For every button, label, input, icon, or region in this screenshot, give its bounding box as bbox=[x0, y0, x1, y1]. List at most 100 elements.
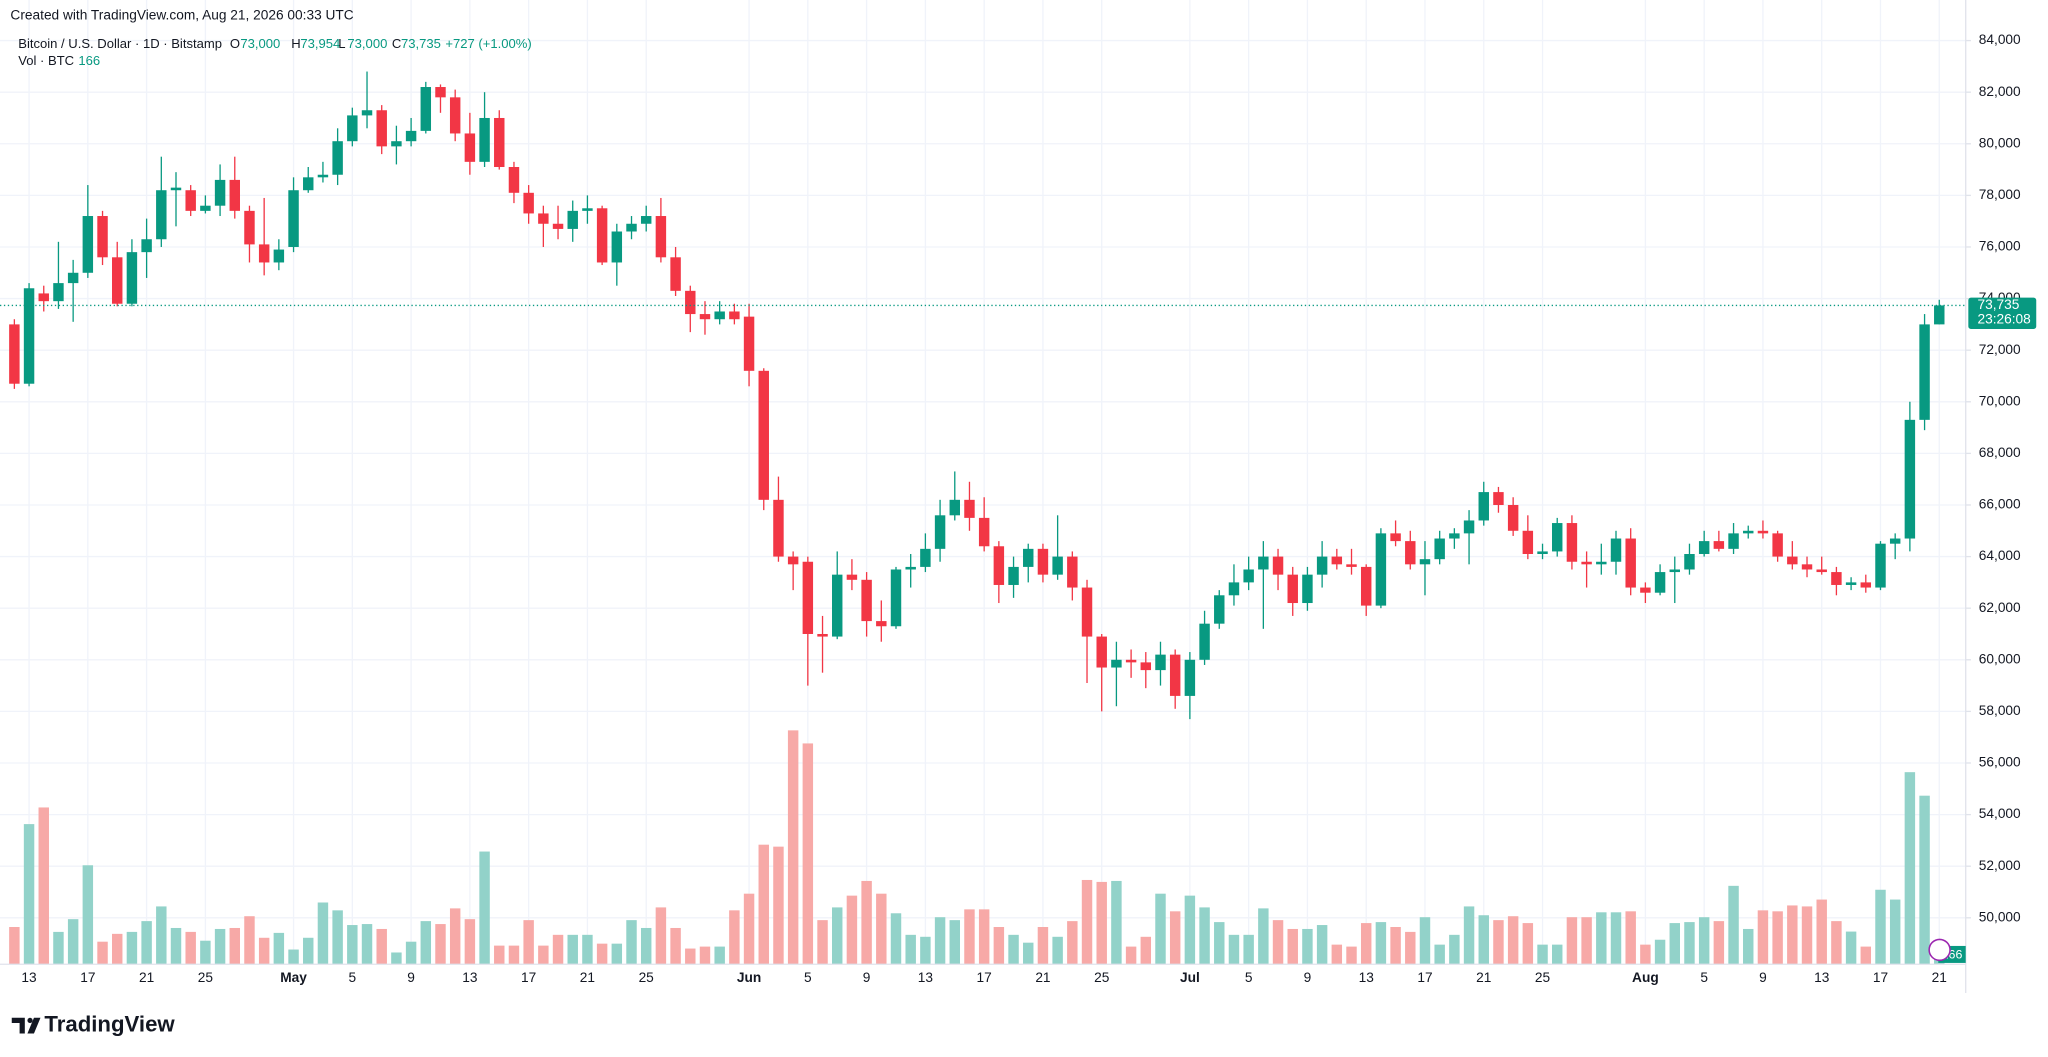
x-tick-label: Jul bbox=[1180, 970, 1200, 985]
volume-bar bbox=[1713, 921, 1725, 965]
price-label-box bbox=[1968, 297, 2037, 329]
alert-icon bbox=[1928, 938, 1951, 962]
candle-body bbox=[1037, 548, 1049, 575]
candle-body bbox=[758, 370, 769, 500]
candle-body bbox=[1023, 548, 1034, 567]
candle-body bbox=[1772, 533, 1783, 557]
volume-bar bbox=[787, 730, 799, 965]
candle-body bbox=[317, 174, 329, 178]
volume-bar bbox=[420, 921, 432, 965]
volume-bar bbox=[1522, 923, 1534, 965]
candle-body bbox=[141, 239, 152, 253]
watermark-title: Created with TradingView.com, Aug 21, 20… bbox=[10, 7, 353, 22]
price-pane bbox=[0, 71, 1966, 720]
candle-body bbox=[1552, 523, 1563, 552]
x-tick-label: 17 bbox=[521, 970, 536, 985]
candle-body bbox=[347, 115, 358, 142]
y-tick-label: 50,000 bbox=[1979, 909, 2021, 924]
candle-body bbox=[1067, 556, 1078, 588]
logo: TradingView bbox=[11, 1011, 175, 1037]
volume-bar bbox=[1698, 917, 1710, 965]
volume-bar bbox=[1405, 931, 1416, 965]
candle-body bbox=[1228, 582, 1240, 596]
volume-bar bbox=[611, 943, 623, 965]
candle-body bbox=[1405, 541, 1416, 565]
volume-bar bbox=[273, 932, 285, 965]
volume-bar bbox=[1787, 905, 1798, 965]
x-tick-label: 17 bbox=[1873, 970, 1888, 985]
candle-body bbox=[934, 515, 946, 549]
candle-body bbox=[743, 316, 755, 371]
volume-bar bbox=[1096, 881, 1107, 965]
y-tick-label: 62,000 bbox=[1979, 600, 2021, 615]
x-tick-label: 25 bbox=[639, 970, 655, 985]
volume-bar bbox=[1919, 795, 1930, 965]
volume-bar bbox=[317, 902, 329, 965]
candle-body bbox=[405, 130, 417, 142]
candle-body bbox=[1287, 574, 1298, 604]
x-tick-label: 9 bbox=[863, 970, 871, 985]
volume-bar bbox=[1743, 928, 1754, 965]
candle-body bbox=[1581, 561, 1592, 565]
x-tick-label: 17 bbox=[80, 970, 95, 985]
candle-body bbox=[1713, 541, 1725, 549]
volume-bar bbox=[435, 924, 446, 965]
brand: TradingView bbox=[44, 1011, 175, 1036]
candle-body bbox=[1757, 530, 1769, 534]
volume-bar bbox=[53, 931, 64, 965]
candle-body bbox=[9, 324, 20, 384]
candle-body bbox=[185, 190, 196, 211]
x-tick-label: 9 bbox=[1759, 970, 1767, 985]
candle-body bbox=[655, 216, 667, 258]
candle-body bbox=[1008, 566, 1019, 585]
candle-body bbox=[1360, 566, 1372, 606]
candle-body bbox=[1302, 574, 1313, 604]
candle-body bbox=[1904, 419, 1916, 539]
candle-body bbox=[685, 290, 696, 315]
volume-bar bbox=[832, 907, 843, 965]
ohlc-label: H bbox=[291, 36, 300, 51]
candle-body bbox=[1390, 533, 1401, 542]
grid bbox=[0, 0, 1966, 965]
candle-body bbox=[596, 208, 608, 263]
candle-body bbox=[787, 556, 799, 565]
volume-bar bbox=[1654, 939, 1666, 965]
y-tick-label: 82,000 bbox=[1979, 84, 2021, 99]
volume-bar bbox=[1169, 911, 1181, 965]
volume-bar bbox=[229, 927, 240, 965]
volume-bar bbox=[288, 949, 299, 965]
volume-bar bbox=[567, 934, 578, 965]
volume-bar bbox=[156, 906, 167, 965]
candle-body bbox=[1522, 530, 1534, 555]
volume-bar bbox=[185, 931, 196, 965]
candle-body bbox=[1111, 659, 1122, 668]
volume-bar bbox=[1316, 925, 1328, 965]
candle-body bbox=[876, 621, 887, 627]
volume-bar bbox=[1566, 917, 1578, 965]
volume-bar bbox=[993, 926, 1005, 965]
volume-bar bbox=[1125, 946, 1137, 965]
volume-bar bbox=[1537, 944, 1548, 965]
candle-body bbox=[1214, 595, 1225, 624]
volume-bar bbox=[1684, 922, 1695, 965]
candle-body bbox=[582, 208, 593, 211]
volume-bar bbox=[920, 936, 931, 965]
candle-body bbox=[391, 141, 402, 147]
volume-bar bbox=[699, 946, 711, 965]
volume-bar bbox=[876, 893, 887, 965]
volume-bar bbox=[1360, 923, 1372, 965]
candle-body bbox=[978, 517, 990, 547]
volume-bar bbox=[449, 908, 461, 965]
candle-body bbox=[890, 569, 902, 627]
volume-bar bbox=[376, 928, 387, 965]
y-tick-label: 80,000 bbox=[1979, 135, 2021, 150]
ohlc-value: 73,954 bbox=[300, 36, 340, 51]
candle-body bbox=[1816, 569, 1827, 573]
volume-bar bbox=[1008, 934, 1019, 965]
x-tick-label: 9 bbox=[407, 970, 415, 985]
y-tick-label: 52,000 bbox=[1979, 858, 2021, 873]
candle-body bbox=[626, 223, 637, 232]
volume-bar bbox=[1640, 944, 1651, 965]
candle-body bbox=[1875, 543, 1886, 588]
